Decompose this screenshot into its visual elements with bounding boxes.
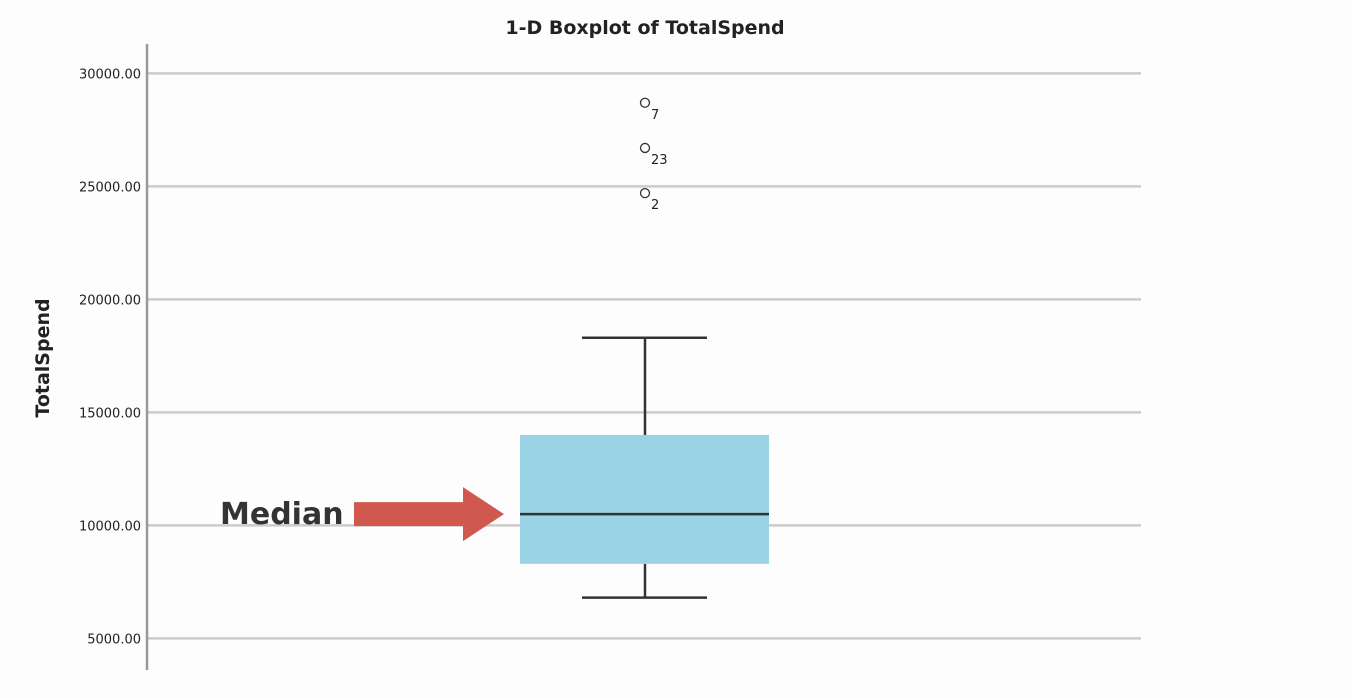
median-arrow-icon bbox=[354, 487, 504, 542]
y-axis-label: TotalSpend bbox=[32, 298, 54, 417]
y-tick-label: 20000.00 bbox=[79, 293, 141, 308]
chart-title: 1-D Boxplot of TotalSpend bbox=[505, 17, 784, 39]
outlier-label: 7 bbox=[651, 108, 659, 123]
y-tick-label: 10000.00 bbox=[79, 519, 141, 534]
iqr-box bbox=[520, 434, 769, 564]
outlier-label: 2 bbox=[651, 198, 659, 213]
outlier-marker bbox=[639, 142, 651, 154]
y-tick-label: 30000.00 bbox=[79, 67, 141, 82]
median-annotation-text: Median bbox=[220, 497, 344, 532]
y-tick-label: 15000.00 bbox=[79, 406, 141, 421]
box-and-whiskers bbox=[520, 336, 769, 599]
outlier-marker bbox=[639, 188, 651, 199]
outlier-label: 23 bbox=[651, 153, 668, 168]
y-tick-label: 5000.00 bbox=[87, 632, 141, 647]
outliers: 7 23 2 bbox=[639, 97, 668, 213]
outlier-marker bbox=[639, 97, 651, 108]
y-axis: 5000.00 10000.00 15000.00 20000.00 25000.00 3… bbox=[79, 44, 149, 670]
y-tick-label: 25000.00 bbox=[79, 180, 141, 195]
median-annotation: Median bbox=[220, 487, 504, 542]
